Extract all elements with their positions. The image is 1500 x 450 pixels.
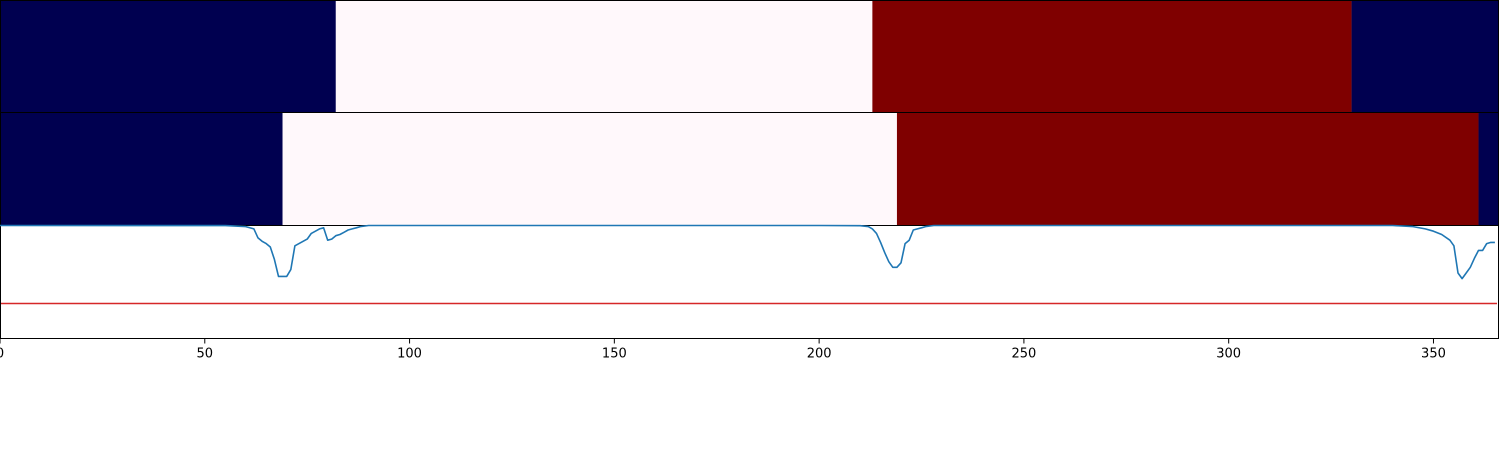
x-tick-label-300: 300	[1216, 347, 1241, 362]
heatmap-1-segment-3	[872, 0, 1352, 113]
x-axis: 0 50 100 150 200 250 300 350	[0, 338, 1446, 362]
heatmap-1-segment-1	[0, 0, 336, 113]
x-tick-label-0: 0	[0, 347, 4, 362]
heatmap-2-segment-3	[896, 112, 1479, 226]
heatmap-2-segment-1	[0, 112, 283, 226]
x-tick-label-200: 200	[807, 347, 832, 362]
series-line	[0, 224, 1495, 280]
x-tick-label-150: 150	[602, 347, 627, 362]
x-tick-label-350: 350	[1421, 347, 1446, 362]
x-tick-label-100: 100	[397, 347, 422, 362]
heatmap-panel-2	[0, 112, 1499, 226]
heatmap-1-segment-2	[335, 0, 873, 113]
heatmap-2-segment-4	[1478, 112, 1499, 226]
x-tick-label-50: 50	[197, 347, 214, 362]
line-panel-frame	[0, 225, 1499, 339]
line-panel	[0, 224, 1499, 339]
heatmap-panel-1	[0, 0, 1499, 113]
heatmap-1-segment-4	[1351, 0, 1499, 113]
x-tick-label-250: 250	[1011, 347, 1036, 362]
heatmap-2-segment-2	[282, 112, 897, 226]
